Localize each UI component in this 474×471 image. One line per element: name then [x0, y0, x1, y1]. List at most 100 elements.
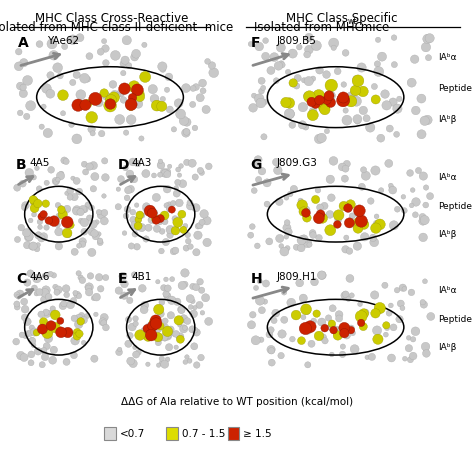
Circle shape	[299, 294, 308, 302]
Circle shape	[133, 222, 142, 231]
Circle shape	[263, 280, 270, 287]
Circle shape	[423, 185, 429, 190]
Circle shape	[330, 326, 337, 334]
Circle shape	[74, 320, 83, 328]
Circle shape	[275, 235, 284, 243]
Circle shape	[22, 202, 29, 209]
Circle shape	[174, 345, 178, 349]
Circle shape	[419, 217, 427, 225]
Circle shape	[185, 238, 191, 244]
Circle shape	[128, 93, 137, 102]
Circle shape	[173, 331, 180, 337]
Text: G: G	[250, 158, 262, 172]
Circle shape	[132, 231, 138, 237]
Circle shape	[203, 238, 211, 247]
Circle shape	[254, 285, 259, 291]
Circle shape	[196, 301, 203, 309]
Text: 4A6: 4A6	[29, 271, 50, 282]
Circle shape	[344, 204, 352, 212]
Circle shape	[54, 179, 58, 185]
Circle shape	[328, 320, 336, 327]
Circle shape	[50, 346, 57, 354]
Circle shape	[178, 210, 186, 218]
Circle shape	[311, 41, 321, 51]
Circle shape	[36, 201, 41, 207]
Text: Isolated from MHC class II-deficient  mice: Isolated from MHC class II-deficient mic…	[0, 21, 234, 34]
Circle shape	[136, 211, 144, 219]
Circle shape	[329, 352, 334, 357]
Circle shape	[41, 348, 47, 354]
Circle shape	[157, 172, 163, 177]
Circle shape	[334, 68, 341, 75]
Circle shape	[249, 311, 256, 318]
Circle shape	[279, 61, 284, 66]
Circle shape	[303, 91, 315, 102]
Circle shape	[256, 98, 266, 108]
Text: 4B1: 4B1	[131, 271, 152, 282]
Text: IAᵇα: IAᵇα	[438, 286, 457, 295]
Circle shape	[298, 102, 308, 112]
Circle shape	[35, 166, 39, 171]
Circle shape	[170, 248, 177, 255]
Circle shape	[166, 202, 173, 209]
Circle shape	[273, 158, 280, 166]
Text: Isolated from MHC: Isolated from MHC	[254, 21, 363, 34]
Circle shape	[88, 114, 95, 122]
Circle shape	[377, 134, 385, 142]
Circle shape	[135, 216, 142, 223]
Circle shape	[248, 41, 254, 47]
Circle shape	[183, 359, 188, 365]
Circle shape	[273, 78, 279, 83]
Circle shape	[188, 244, 193, 249]
Circle shape	[67, 187, 74, 194]
Circle shape	[55, 286, 62, 293]
Circle shape	[162, 219, 168, 225]
Circle shape	[131, 84, 143, 96]
Circle shape	[266, 331, 273, 338]
Circle shape	[29, 195, 37, 204]
Circle shape	[52, 177, 60, 185]
Circle shape	[257, 279, 262, 284]
Circle shape	[63, 327, 73, 338]
Circle shape	[97, 240, 103, 245]
Circle shape	[400, 306, 405, 310]
Circle shape	[304, 76, 313, 86]
Circle shape	[13, 338, 19, 345]
Circle shape	[135, 92, 145, 102]
Circle shape	[369, 234, 377, 242]
Circle shape	[174, 228, 179, 233]
Circle shape	[86, 53, 93, 60]
Circle shape	[419, 213, 426, 220]
Circle shape	[126, 170, 134, 178]
Circle shape	[208, 62, 216, 69]
Circle shape	[313, 89, 325, 101]
Circle shape	[160, 97, 165, 102]
Circle shape	[293, 244, 300, 250]
Bar	[246, 33, 436, 144]
Circle shape	[339, 328, 349, 338]
Circle shape	[371, 95, 380, 104]
Circle shape	[127, 297, 133, 304]
Circle shape	[80, 219, 89, 227]
Circle shape	[38, 311, 45, 317]
Circle shape	[321, 325, 328, 332]
Circle shape	[311, 195, 319, 203]
Circle shape	[291, 310, 301, 320]
Circle shape	[50, 310, 60, 320]
Circle shape	[53, 63, 63, 73]
Circle shape	[117, 89, 125, 97]
Circle shape	[67, 233, 71, 237]
Circle shape	[29, 337, 35, 342]
Circle shape	[113, 92, 120, 99]
Circle shape	[346, 296, 351, 301]
Circle shape	[172, 331, 177, 337]
Circle shape	[183, 223, 188, 228]
Circle shape	[310, 76, 316, 81]
Text: 4A3: 4A3	[131, 158, 152, 169]
Circle shape	[326, 211, 334, 219]
Circle shape	[379, 187, 384, 193]
Circle shape	[375, 37, 381, 42]
Circle shape	[262, 52, 270, 60]
Circle shape	[46, 321, 56, 331]
Circle shape	[120, 70, 126, 76]
